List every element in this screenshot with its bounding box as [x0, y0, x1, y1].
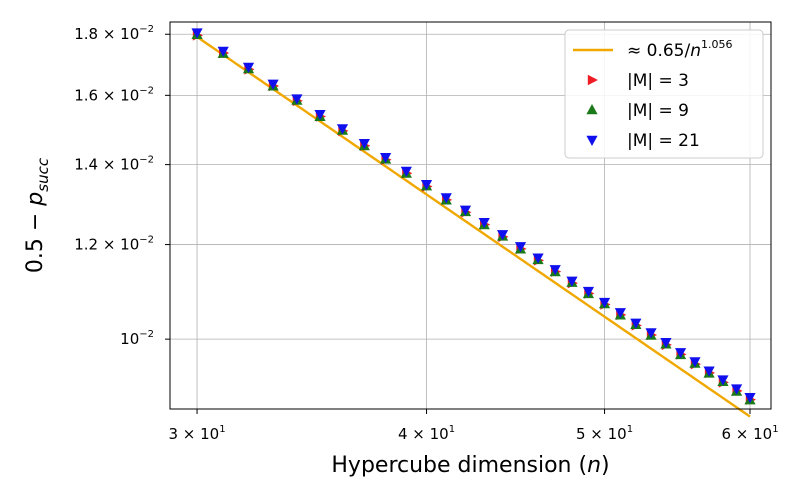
- data-point: [660, 338, 672, 349]
- y-tick-label: 1.8 × 10−2: [74, 24, 154, 43]
- y-tick-label: 1.6 × 10−2: [74, 85, 154, 104]
- data-point: [478, 217, 490, 229]
- data-point: [496, 230, 509, 241]
- plot-frame: [169, 21, 772, 410]
- data-point: [598, 297, 611, 309]
- data-point: [358, 139, 370, 150]
- fit-line-group: [196, 35, 751, 418]
- data-point: [400, 166, 412, 177]
- data-point: [614, 308, 626, 319]
- data-points: [191, 28, 756, 405]
- data-point: [291, 94, 303, 105]
- data-point: [674, 348, 687, 359]
- data-point: [582, 286, 595, 298]
- data-point: [420, 180, 433, 191]
- y-tick-label: 10−2: [120, 329, 154, 348]
- x-tick-label: 3 × 101: [168, 424, 225, 443]
- data-point: [731, 384, 743, 395]
- x-axis-title: Hypercube dimension (n): [331, 453, 609, 478]
- x-tick-label: 4 × 101: [398, 424, 455, 443]
- data-point: [717, 375, 729, 386]
- legend-box: [564, 29, 764, 159]
- data-point: [217, 46, 229, 57]
- data-point: [703, 366, 715, 377]
- data-point: [459, 205, 472, 216]
- data-point: [336, 124, 349, 135]
- fit-line: [196, 35, 751, 418]
- data-point: [267, 79, 279, 90]
- y-tick-label: 1.4 × 10−2: [74, 155, 154, 174]
- data-point: [532, 253, 544, 264]
- legend-label: |M| = 9: [627, 101, 689, 121]
- legend: ≈ 0.65/n1.056 |M| = 3 |M| = 9 |M| = 21: [564, 29, 764, 159]
- data-point: [191, 28, 203, 39]
- legend-marker: [586, 135, 598, 146]
- data-point: [514, 242, 527, 253]
- data-point: [380, 153, 392, 164]
- legend-label: |M| = 3: [627, 71, 689, 91]
- legend-label: |M| = 21: [627, 131, 700, 151]
- legend-marker: [586, 104, 598, 115]
- data-point: [242, 62, 255, 73]
- data-point: [549, 265, 561, 276]
- data-point: [744, 393, 756, 404]
- data-point: [689, 357, 701, 368]
- y-tick-label: 1.2 × 10−2: [74, 235, 154, 254]
- data-point: [440, 193, 452, 204]
- data-point: [645, 328, 657, 339]
- y-axis-title: 0.5 − psucc: [23, 157, 52, 273]
- legend-marker: [587, 74, 598, 86]
- data-point: [630, 318, 642, 329]
- series-3: [191, 28, 756, 404]
- x-tick-label: 5 × 101: [576, 424, 633, 443]
- data-point: [314, 109, 326, 121]
- x-tick-label: 6 × 101: [721, 424, 778, 443]
- axis-ticks: 3 × 101 4 × 101 5 × 101 6 × 101 10−2 1.2 × 10…: [74, 24, 778, 443]
- data-point: [566, 276, 578, 287]
- legend-fit-label: ≈ 0.65/n1.056: [627, 38, 733, 61]
